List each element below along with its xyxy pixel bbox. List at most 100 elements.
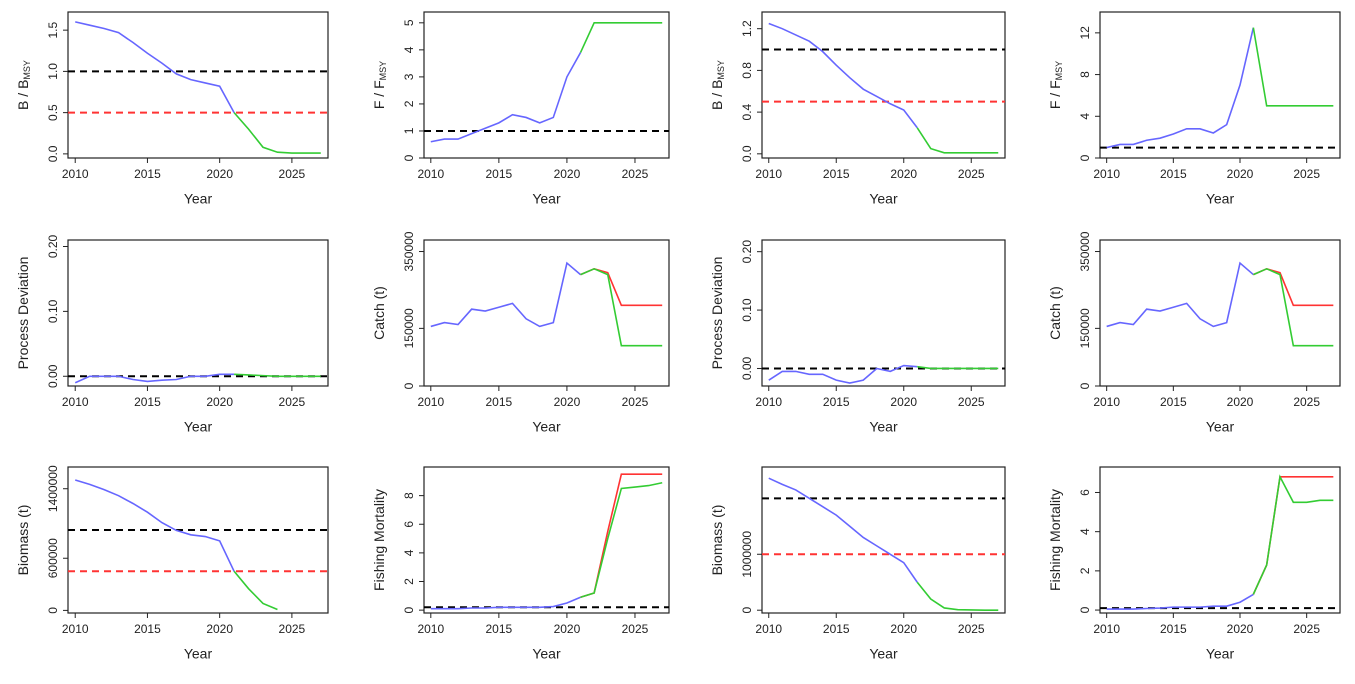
- y-tick-label: 0: [1078, 154, 1092, 161]
- x-tick-label: 2025: [622, 395, 649, 409]
- y-tick-label: 1.5: [46, 21, 60, 38]
- series-line: [916, 581, 999, 612]
- plot-frame: [423, 11, 670, 159]
- panel: 2010 2015 2020 2025 0 1 2 3 4 5 Year F / FMSY: [371, 11, 670, 207]
- series-line: [74, 479, 235, 572]
- series-line: [1106, 27, 1255, 149]
- y-axis-label-main: B / B: [15, 80, 31, 110]
- x-tick-label: 2010: [62, 167, 89, 181]
- series-line: [917, 365, 999, 370]
- y-tick-label: 0.5: [46, 104, 60, 121]
- series-line: [1106, 261, 1254, 328]
- x-tick-label: 2020: [206, 395, 233, 409]
- series-line: [579, 22, 663, 53]
- x-axis-label: Year: [184, 646, 213, 662]
- y-axis-label-sub: MSY: [378, 61, 388, 81]
- panel: 2010 2015 2020 2025 0.0 0.4 0.8 1.2 Year B / BMSY: [709, 11, 1006, 207]
- y-axis-label-main: Catch (t): [1047, 286, 1063, 340]
- y-axis-label: F / FMSY: [371, 61, 389, 109]
- series-line: [768, 364, 918, 384]
- y-tick-label: 4: [402, 549, 416, 556]
- x-tick-label: 2010: [62, 395, 89, 409]
- x-tick-label: 2015: [823, 395, 850, 409]
- y-axis-label-main: Fishing Mortality: [371, 489, 387, 591]
- x-tick-label: 2025: [1293, 395, 1320, 409]
- y-tick-label: 2: [402, 578, 416, 585]
- y-axis-label-main: Biomass (t): [709, 505, 725, 576]
- x-axis-label: Year: [869, 646, 898, 662]
- y-axis-label-sub: MSY: [22, 60, 32, 80]
- y-tick-label: 12: [1078, 26, 1092, 40]
- x-tick-label: 2010: [755, 622, 782, 636]
- panel: 2010 2015 2020 2025 0.00 0.10 0.20 Year Process …: [709, 239, 1006, 435]
- y-axis-label-main: B / B: [709, 80, 725, 110]
- x-tick-label: 2020: [1227, 622, 1254, 636]
- panel: 2010 2015 2020 2025 0 150000 350000 Year Catch (…: [371, 231, 670, 435]
- y-axis-label-main: Process Deviation: [15, 257, 31, 370]
- x-tick-label: 2010: [417, 622, 444, 636]
- x-tick-label: 2010: [1093, 622, 1120, 636]
- series-line: [1253, 267, 1334, 347]
- y-tick-label: 4: [1078, 113, 1092, 120]
- plot-frame: [761, 239, 1006, 387]
- y-axis-label: B / BMSY: [15, 60, 33, 110]
- y-tick-label: 0.20: [46, 234, 60, 258]
- x-tick-label: 2025: [279, 622, 306, 636]
- y-tick-label: 350000: [402, 231, 416, 271]
- x-tick-label: 2015: [486, 622, 513, 636]
- y-axis-label-main: Catch (t): [371, 286, 387, 340]
- x-axis-label: Year: [1206, 191, 1235, 207]
- x-tick-label: 2015: [1160, 167, 1187, 181]
- plot-frame: [1099, 466, 1341, 614]
- series-line: [234, 373, 321, 378]
- x-tick-label: 2025: [622, 622, 649, 636]
- y-tick-label: 8: [402, 492, 416, 499]
- plot-frame: [761, 11, 1006, 159]
- x-tick-label: 2015: [1160, 622, 1187, 636]
- y-tick-label: 350000: [1078, 231, 1092, 271]
- y-axis-label: Fishing Mortality: [371, 489, 387, 591]
- x-tick-label: 2010: [417, 395, 444, 409]
- y-tick-label: 1.0: [46, 63, 60, 80]
- plot-frame: [423, 466, 670, 614]
- x-tick-label: 2020: [890, 167, 917, 181]
- x-tick-label: 2015: [823, 167, 850, 181]
- x-tick-label: 2015: [1160, 395, 1187, 409]
- y-tick-label: 0: [402, 382, 416, 389]
- x-tick-label: 2025: [279, 167, 306, 181]
- y-tick-label: 0: [1078, 382, 1092, 389]
- x-tick-label: 2015: [134, 167, 161, 181]
- x-tick-label: 2015: [486, 167, 513, 181]
- y-axis-label: Fishing Mortality: [1047, 489, 1063, 591]
- plot-frame: [67, 11, 329, 159]
- x-tick-label: 2010: [755, 395, 782, 409]
- y-tick-label: 0.00: [46, 364, 60, 388]
- y-tick-label: 0.00: [740, 356, 754, 380]
- x-tick-label: 2025: [1293, 167, 1320, 181]
- plot-frame: [67, 466, 329, 614]
- panel: 2010 2015 2020 2025 0 2 4 6 8 Year Fishing Mortali…: [371, 466, 670, 662]
- x-tick-label: 2025: [958, 167, 985, 181]
- x-tick-label: 2010: [755, 167, 782, 181]
- series-line: [768, 22, 918, 129]
- series-line: [1253, 267, 1334, 307]
- y-tick-label: 3: [402, 73, 416, 80]
- y-axis-label: Biomass (t): [709, 505, 725, 576]
- y-tick-label: 0: [1078, 606, 1092, 613]
- x-tick-label: 2015: [134, 622, 161, 636]
- plot-frame: [67, 239, 329, 387]
- y-tick-label: 1.2: [740, 20, 754, 37]
- plot-frame: [1099, 11, 1341, 159]
- x-tick-label: 2020: [1227, 167, 1254, 181]
- x-tick-label: 2010: [62, 622, 89, 636]
- series-line: [430, 261, 582, 328]
- y-tick-label: 0.0: [740, 145, 754, 162]
- series-line: [1252, 27, 1334, 107]
- x-axis-label: Year: [184, 419, 213, 435]
- x-tick-label: 2020: [890, 622, 917, 636]
- y-axis-label: Biomass (t): [15, 505, 31, 576]
- y-tick-label: 0.4: [740, 103, 754, 120]
- x-tick-label: 2020: [554, 167, 581, 181]
- y-tick-label: 1000000: [740, 531, 754, 578]
